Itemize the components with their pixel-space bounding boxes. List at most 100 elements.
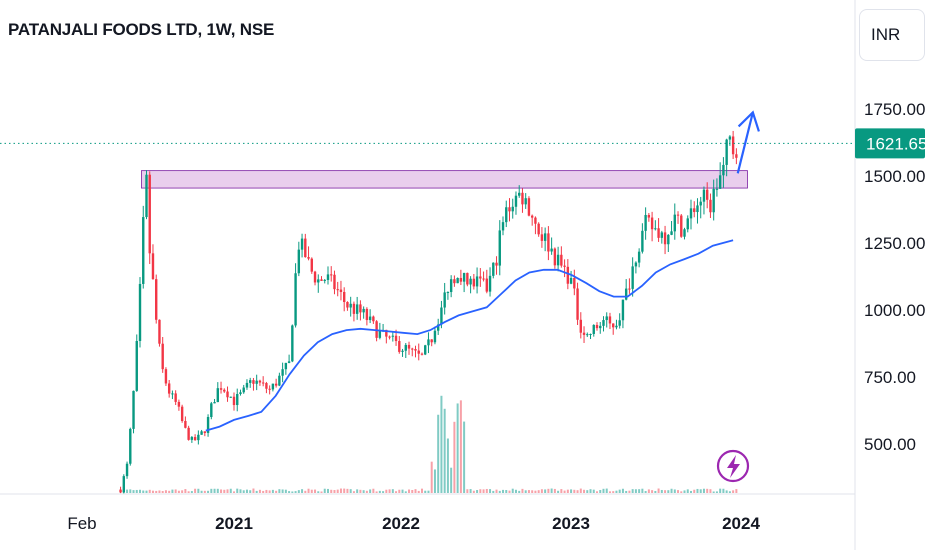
candle-body [550, 248, 553, 252]
volume-bar [326, 488, 329, 493]
candle-body [689, 208, 693, 219]
candle-body [307, 257, 310, 259]
candle-body [271, 383, 275, 390]
last-price-badge [855, 128, 925, 159]
candle-body [631, 266, 634, 289]
candle-body [702, 189, 706, 202]
volume-bar [349, 489, 352, 493]
candle-body [278, 375, 281, 386]
trend-arrow-shaft[interactable] [736, 112, 754, 174]
candle-body [297, 249, 301, 274]
candle-body [722, 164, 725, 176]
candle-body [323, 279, 326, 281]
y-tick-label: 1000.00 [864, 301, 925, 320]
candle-body [527, 198, 531, 216]
volume-bar [430, 461, 433, 493]
volume-bar [722, 488, 725, 493]
volume-bar [268, 490, 271, 493]
candle-body [398, 341, 401, 352]
y-tick-label: 1500.00 [864, 167, 925, 186]
volume-bar [314, 489, 317, 493]
volume-bar [190, 491, 193, 493]
candle-body [171, 393, 174, 395]
volume-bar [647, 489, 650, 493]
candle-body [346, 302, 349, 308]
x-tick-label: 2024 [722, 514, 760, 533]
volume-bar [592, 489, 595, 493]
candle-body [693, 208, 696, 213]
candle-body [731, 136, 735, 155]
y-tick-label: 1250.00 [864, 234, 925, 253]
candle-body [119, 489, 122, 493]
candle-body [618, 320, 621, 326]
candle-body [602, 320, 605, 326]
candle-body [394, 335, 398, 342]
last-price-label: 1621.65 [866, 134, 927, 153]
candle-body [203, 431, 207, 433]
volume-bar [369, 489, 372, 493]
candle-body [475, 276, 479, 287]
volume-bar [583, 489, 586, 493]
currency-button[interactable]: INR [859, 9, 925, 61]
candle-body [180, 406, 184, 421]
candle-body [174, 393, 177, 402]
volume-bar [420, 488, 423, 493]
candle-body [462, 272, 466, 282]
volume-bar [404, 491, 407, 493]
volume-bar [719, 488, 722, 493]
volume-bar [398, 489, 401, 493]
candle-body [291, 325, 294, 362]
candle-body [430, 339, 433, 343]
candle-body [637, 251, 641, 263]
volume-bar [297, 490, 300, 493]
candle-body [683, 229, 686, 237]
candle-body [543, 233, 547, 241]
candle-body [339, 289, 343, 292]
candle-body [459, 277, 463, 282]
volume-bar [732, 490, 735, 493]
candle-body [612, 323, 615, 328]
volume-bar [644, 491, 647, 493]
candle-body [200, 431, 203, 435]
volume-bar [699, 489, 702, 493]
volume-bar [670, 488, 673, 493]
candle-body [401, 350, 404, 352]
candle-body [242, 387, 245, 393]
resistance-zone[interactable] [140, 170, 748, 189]
candle-body [644, 214, 647, 231]
volume-bar [411, 489, 414, 493]
candle-body [177, 401, 181, 407]
candle-body [245, 382, 249, 388]
volume-bar [563, 490, 566, 493]
volume-bar [258, 489, 261, 493]
volume-bar [673, 489, 676, 493]
candle-body [226, 391, 229, 398]
chart-title: PATANJALI FOODS LTD, 1W, NSE [8, 20, 275, 39]
candle-body [712, 188, 715, 213]
volume-bar [382, 491, 385, 493]
volume-bar [489, 489, 492, 493]
volume-bar [476, 490, 479, 493]
volume-bar [372, 488, 375, 493]
candle-body [586, 334, 589, 336]
volume-bar [709, 489, 712, 493]
volume-bar [307, 488, 310, 493]
volume-bar [129, 489, 132, 493]
candle-body [411, 348, 414, 350]
candle-body [219, 388, 223, 390]
candle-body [453, 279, 456, 284]
candle-body [206, 417, 210, 433]
volume-bar [654, 490, 657, 493]
candle-body [433, 330, 437, 343]
candle-body [258, 380, 262, 383]
volume-bar [511, 488, 514, 493]
candle-body [521, 192, 524, 205]
candle-body [417, 350, 420, 354]
volume-bar [553, 488, 556, 493]
candle-body [534, 217, 537, 224]
candle-body [216, 388, 219, 403]
volume-bar [586, 490, 589, 493]
candle-body [158, 319, 161, 344]
lightning-icon[interactable] [716, 449, 750, 483]
